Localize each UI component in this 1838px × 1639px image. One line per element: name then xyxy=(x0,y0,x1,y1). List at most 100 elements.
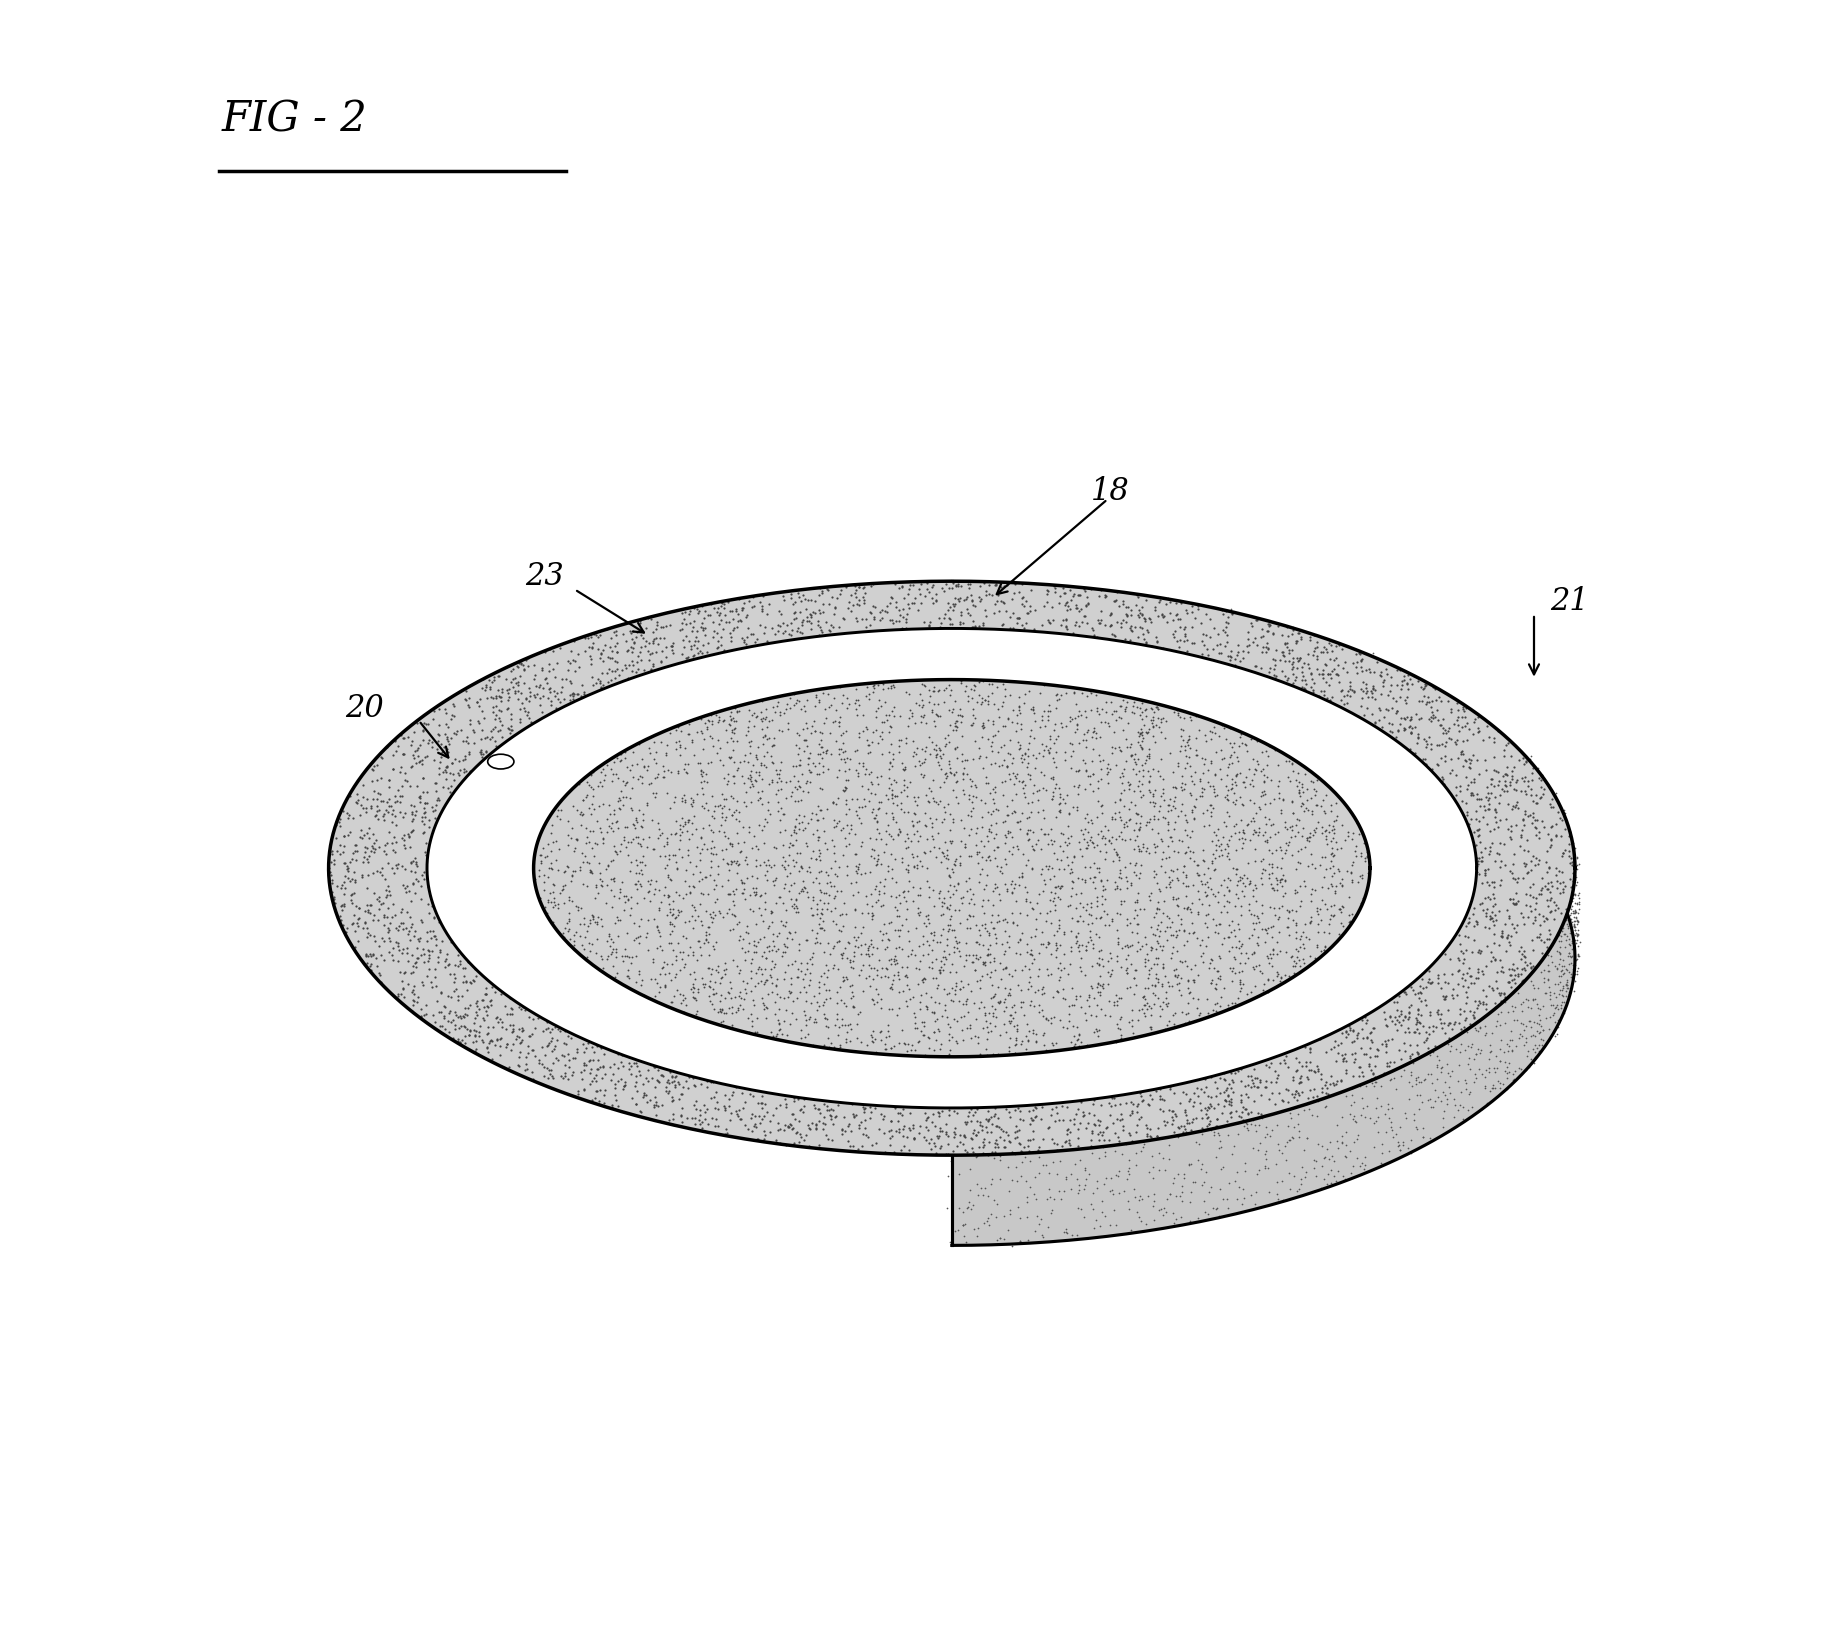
Point xyxy=(1051,1219,1081,1246)
Point xyxy=(1079,720,1108,746)
Point xyxy=(970,1036,1000,1062)
Point xyxy=(1257,852,1287,879)
Point xyxy=(1119,836,1149,862)
Point xyxy=(1088,1123,1118,1149)
Point xyxy=(1298,642,1327,669)
Point xyxy=(1121,582,1151,608)
Point xyxy=(575,859,605,885)
Point xyxy=(1380,687,1410,713)
Point xyxy=(763,769,792,795)
Point xyxy=(825,582,855,608)
Point xyxy=(529,675,559,701)
Point xyxy=(823,710,853,736)
Point xyxy=(1292,797,1322,823)
Point xyxy=(1189,1188,1219,1214)
Point xyxy=(1130,631,1160,657)
Point xyxy=(1027,706,1057,733)
Point xyxy=(1527,852,1557,879)
Point xyxy=(1217,751,1246,777)
Point xyxy=(1549,859,1579,885)
Point xyxy=(1138,1165,1167,1192)
Point xyxy=(709,1098,739,1124)
Point xyxy=(1553,824,1583,851)
Point xyxy=(691,864,720,890)
Point xyxy=(1454,716,1483,742)
Point xyxy=(1305,897,1334,923)
Point xyxy=(1202,739,1231,765)
Point xyxy=(1046,798,1075,824)
Point xyxy=(950,942,980,969)
Point xyxy=(660,785,689,811)
Point xyxy=(877,951,906,977)
Point xyxy=(1480,729,1509,756)
Point xyxy=(428,1003,458,1029)
Point xyxy=(689,1092,719,1118)
Point xyxy=(1424,683,1454,710)
Point xyxy=(803,687,833,713)
Point xyxy=(807,901,836,928)
Point xyxy=(1557,888,1586,915)
Point xyxy=(1145,1003,1174,1029)
Point xyxy=(1410,1029,1439,1056)
Point xyxy=(1298,679,1327,705)
Point xyxy=(809,1116,838,1142)
Point xyxy=(1143,888,1173,915)
Point xyxy=(857,931,886,957)
Point xyxy=(1527,903,1557,929)
Point xyxy=(1132,947,1162,974)
Point xyxy=(1070,1177,1099,1203)
Point xyxy=(1200,992,1230,1018)
Point xyxy=(1171,772,1200,798)
Point xyxy=(1351,1010,1380,1036)
Point xyxy=(1342,844,1371,870)
Point xyxy=(485,1026,515,1052)
Point xyxy=(1180,805,1209,831)
Point xyxy=(1114,593,1143,620)
Point xyxy=(750,970,779,997)
Point xyxy=(1231,733,1261,759)
Point xyxy=(1560,867,1590,893)
Point xyxy=(1447,939,1476,965)
Point xyxy=(412,711,441,738)
Point xyxy=(921,1113,950,1139)
Point xyxy=(1303,1083,1333,1110)
Point xyxy=(1224,733,1254,759)
Point xyxy=(1344,641,1373,667)
Point xyxy=(866,608,895,634)
Point xyxy=(1147,938,1176,964)
Point xyxy=(1241,1119,1270,1146)
Point xyxy=(1559,831,1588,857)
Point xyxy=(1551,983,1581,1010)
Point xyxy=(1130,924,1160,951)
Point xyxy=(803,793,833,820)
Point xyxy=(855,739,884,765)
Point xyxy=(520,667,550,693)
Point xyxy=(925,836,954,862)
Point xyxy=(1171,1011,1200,1037)
Point xyxy=(388,742,417,769)
Point xyxy=(768,852,798,879)
Point xyxy=(919,692,948,718)
Point xyxy=(1312,1172,1342,1198)
Point xyxy=(1456,1057,1485,1083)
Point xyxy=(1213,924,1242,951)
Point xyxy=(789,874,818,900)
Point xyxy=(934,1101,963,1128)
Point xyxy=(664,931,693,957)
Point xyxy=(1498,852,1527,879)
Point xyxy=(925,1036,954,1062)
Point xyxy=(647,649,676,675)
Point xyxy=(891,775,921,801)
Point xyxy=(702,1080,732,1106)
Point xyxy=(331,864,360,890)
Point xyxy=(1417,1039,1447,1065)
Point xyxy=(1035,723,1064,749)
Point xyxy=(1496,772,1526,798)
Point xyxy=(401,867,430,893)
Point xyxy=(1193,987,1222,1013)
Point xyxy=(890,879,919,905)
Point xyxy=(891,729,921,756)
Point xyxy=(1222,629,1252,656)
Point xyxy=(866,987,895,1013)
Point xyxy=(807,721,836,747)
